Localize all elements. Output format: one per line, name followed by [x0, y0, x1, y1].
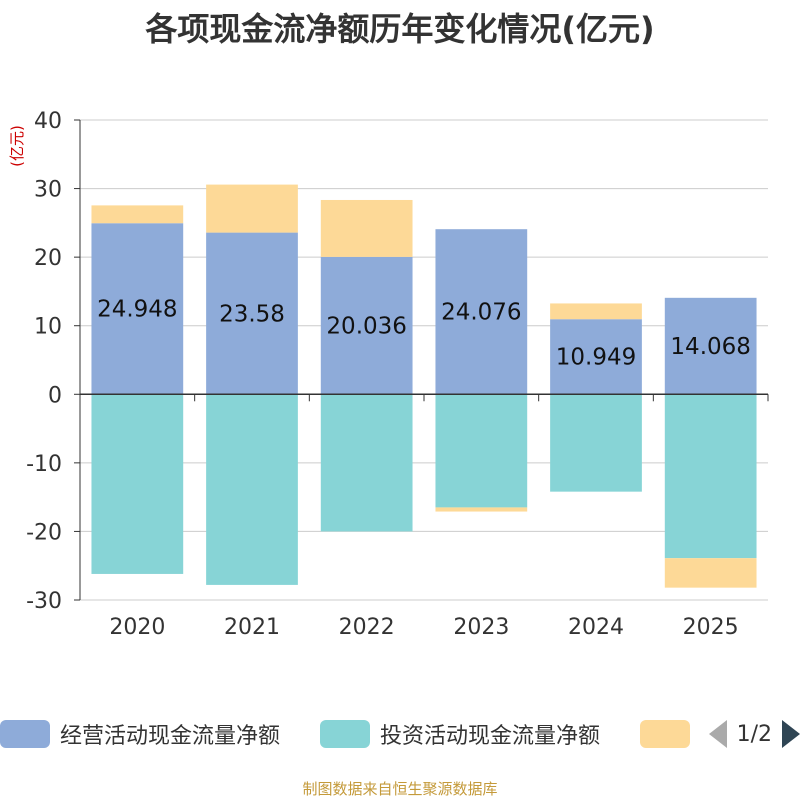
bar-series2-2020[interactable] [91, 205, 184, 224]
y-axis-label: (亿元) [8, 125, 26, 167]
y-tick-label-7: 40 [34, 109, 62, 134]
y-tick-label-3: 0 [48, 383, 62, 408]
y-tick-label-5: 20 [34, 246, 62, 271]
bar-series2-2025[interactable] [664, 558, 757, 588]
bar-series2-2021[interactable] [206, 184, 298, 233]
data-label-2022: 20.036 [326, 314, 406, 340]
legend-prev-icon[interactable] [708, 720, 727, 748]
bar-series2-2022[interactable] [320, 199, 413, 257]
legend-swatch-operating [0, 720, 50, 748]
bar-series2-2024[interactable] [550, 303, 642, 320]
bar-series0-2020[interactable] [91, 223, 184, 395]
data-source-footer: 制图数据来自恒生聚源数据库 [302, 780, 498, 798]
x-tick-label-2022: 2022 [339, 615, 395, 640]
y-tick-label-4: 10 [34, 315, 62, 340]
legend-label-operating: 经营活动现金流量净额 [60, 724, 281, 749]
bar-series1-2020[interactable] [91, 394, 184, 574]
bar-series2-2023[interactable] [435, 507, 528, 512]
y-tick-label-1: -20 [26, 520, 62, 545]
bar-series1-2021[interactable] [206, 394, 298, 585]
x-tick-label-2020: 2020 [109, 615, 165, 640]
data-label-2023: 24.076 [441, 300, 521, 326]
legend-item-investing-cashflow[interactable]: 投资活动现金流量净额 [320, 716, 600, 752]
data-label-2025: 14.068 [670, 334, 750, 360]
legend-pager: 1/2 [708, 718, 800, 750]
bar-series1-2025[interactable] [664, 394, 757, 559]
legend-swatch-financing [640, 720, 690, 748]
data-label-2021: 23.58 [219, 301, 285, 327]
bar-series1-2023[interactable] [435, 394, 528, 508]
bar-series0-2024[interactable] [550, 319, 642, 395]
legend: 经营活动现金流量净额 投资活动现金流量净额 1/2 [0, 716, 800, 752]
legend-next-icon[interactable] [782, 720, 800, 748]
bar-series0-2021[interactable] [206, 232, 298, 395]
chart-title: 各项现金流净额历年变化情况(亿元) [145, 10, 655, 48]
legend-item-operating-cashflow[interactable]: 经营活动现金流量净额 [0, 716, 280, 752]
bar-series1-2022[interactable] [320, 394, 413, 532]
x-tick-label-2024: 2024 [568, 615, 624, 640]
x-tick-label-2021: 2021 [224, 615, 280, 640]
bar-series0-2023[interactable] [435, 229, 528, 395]
data-label-2024: 10.949 [556, 345, 636, 371]
bar-series1-2024[interactable] [550, 394, 642, 492]
y-tick-label-2: -10 [26, 452, 62, 477]
legend-page-indicator: 1/2 [736, 721, 772, 747]
legend-item-financing-cashflow[interactable] [640, 716, 700, 752]
x-tick-label-2025: 2025 [683, 615, 739, 640]
y-tick-label-6: 30 [34, 178, 62, 203]
x-tick-label-2023: 2023 [453, 615, 509, 640]
bar-series0-2022[interactable] [320, 256, 413, 395]
bar-series0-2025[interactable] [664, 297, 757, 395]
legend-label-investing: 投资活动现金流量净额 [380, 724, 601, 749]
chart-canvas: (亿元) -30 -20 -10 0 10 20 30 40 2020 2021 2022 2023 2… [8, 109, 769, 640]
data-label-2020: 24.948 [97, 297, 177, 323]
legend-swatch-investing [320, 720, 370, 748]
y-tick-label-0: -30 [26, 589, 62, 614]
